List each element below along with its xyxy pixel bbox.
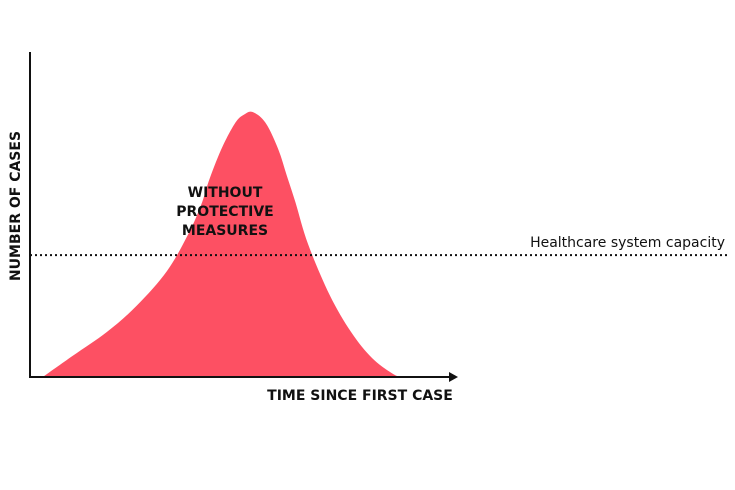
- healthcare-capacity-label: Healthcare system capacity: [530, 235, 725, 251]
- curve-label-line-2: PROTECTIVE: [176, 204, 274, 220]
- curve-label-group: WITHOUT PROTECTIVE MEASURES: [176, 185, 274, 239]
- x-axis-arrowhead: [449, 372, 458, 382]
- unmitigated-case-curve: [42, 111, 403, 377]
- y-axis-label: NUMBER OF CASES: [8, 131, 24, 281]
- x-axis-label: TIME SINCE FIRST CASE: [267, 388, 453, 404]
- curve-label-line-1: WITHOUT: [188, 185, 263, 201]
- curve-label-line-3: MEASURES: [182, 223, 268, 239]
- curve-area-layer: [42, 111, 403, 377]
